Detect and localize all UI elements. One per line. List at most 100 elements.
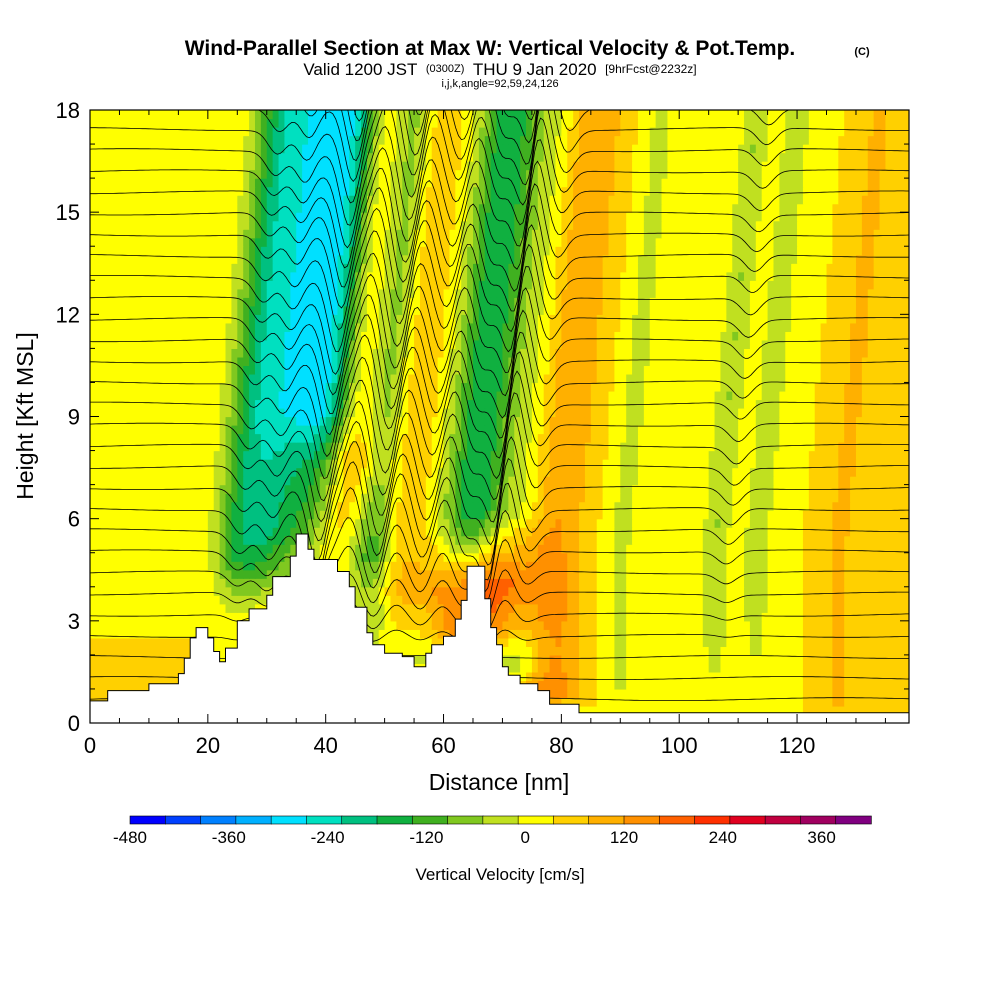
field-cell [732,544,739,554]
field-cell [844,705,851,716]
field-cell [791,680,798,690]
field-cell [808,629,816,639]
field-cell [708,654,716,664]
field-cell [443,595,451,605]
field-cell [696,680,704,690]
field-cell [579,680,586,690]
field-cell [608,552,615,562]
field-cell [284,416,291,426]
field-cell [596,680,604,690]
field-cell [820,629,828,639]
field-cell [797,612,804,622]
field-cell [702,705,710,716]
field-cell [903,493,909,503]
field-cell [814,680,822,690]
field-cell [649,697,657,707]
field-cell [526,646,533,656]
field-cell [749,637,757,647]
field-cell [231,476,238,486]
field-cell [131,620,138,630]
field-cell [584,425,592,435]
field-cell [113,535,121,545]
field-cell [738,697,745,707]
field-cell [160,663,168,673]
field-cell [832,467,839,477]
field-cell [390,620,397,630]
field-cell [148,595,156,605]
field-cell [131,569,138,579]
field-cell [490,425,498,435]
field-cell [260,544,268,554]
field-cell [308,459,315,469]
field-cell [526,637,533,647]
field-cell [608,544,615,554]
field-cell [802,569,810,579]
field-cell [626,467,633,477]
field-cell [549,620,557,630]
field-cell [861,535,869,545]
field-cell [449,620,456,630]
field-cell [708,705,716,716]
field-cell [184,442,191,452]
field-cell [885,697,892,707]
field-cell [531,518,539,528]
field-cell [744,578,751,588]
field-cell [508,510,515,520]
field-cell [873,629,881,639]
field-cell [696,578,704,588]
field-cell [355,433,362,443]
field-cell [791,578,798,588]
field-cell [349,476,356,486]
field-cell [366,442,374,452]
field-cell [879,671,887,682]
field-cell [254,416,262,426]
field-cell [402,467,409,477]
field-cell [166,476,174,486]
field-cell [855,510,863,520]
field-cell [254,595,262,605]
field-cell [903,425,909,435]
field-cell [832,535,839,545]
field-cell [732,450,739,460]
field-cell [143,663,150,673]
field-cell [590,578,598,588]
field-cell [590,629,598,639]
field-cell [95,561,103,571]
field-cell [160,586,168,596]
field-cell [207,552,215,562]
field-cell [148,552,156,562]
field-cell [520,476,527,486]
field-cell [614,671,621,682]
field-cell [201,620,209,630]
field-cell [903,544,909,554]
field-cell [355,459,362,469]
field-cell [744,416,751,426]
field-cell [761,459,769,469]
field-cell [850,552,857,562]
field-cell [249,425,256,435]
field-cell [602,620,610,630]
field-cell [643,493,651,503]
field-cell [254,552,262,562]
field-cell [661,646,669,656]
field-cell [897,544,904,554]
field-cell [808,433,816,443]
field-cell [602,561,610,571]
field-cell [237,450,244,460]
field-cell [190,535,197,545]
field-cell [125,442,132,452]
field-cell [526,535,533,545]
field-cell [520,561,527,571]
field-cell [714,433,722,443]
field-cell [785,416,792,426]
field-cell [148,663,156,673]
field-cell [602,493,610,503]
field-cell [573,569,580,579]
field-cell [143,646,150,656]
field-cell [696,612,704,622]
field-cell [632,620,639,630]
field-cell [425,569,433,579]
field-cell [213,527,221,537]
field-cell [172,578,179,588]
field-cell [573,620,580,630]
